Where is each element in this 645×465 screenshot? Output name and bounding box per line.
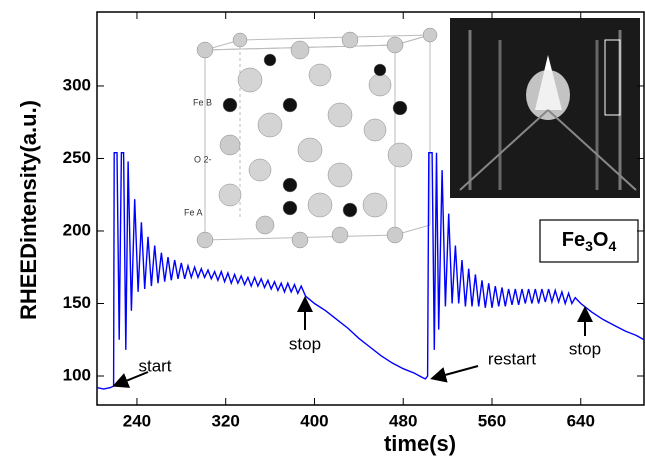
annotation: restart bbox=[488, 349, 536, 368]
formula: Fe3O4 bbox=[562, 229, 617, 253]
y-tick-label: 250 bbox=[63, 148, 91, 167]
inset-label: Fe A bbox=[184, 207, 203, 217]
y-tick-label: 200 bbox=[63, 220, 91, 239]
annotation: stop bbox=[289, 334, 321, 353]
x-tick-label: 560 bbox=[478, 411, 506, 430]
rheed-inset bbox=[450, 18, 640, 198]
annotation: start bbox=[138, 356, 171, 375]
y-tick-label: 300 bbox=[63, 75, 91, 94]
x-tick-label: 240 bbox=[123, 411, 151, 430]
inset-label: O 2- bbox=[194, 154, 212, 164]
crystal-atoms bbox=[196, 27, 438, 249]
annotation-arrow bbox=[430, 365, 479, 383]
annotation-arrow bbox=[112, 371, 149, 388]
inset-label: Fe B bbox=[193, 97, 212, 107]
y-tick-label: 100 bbox=[63, 365, 91, 384]
x-axis-label: time(s) bbox=[384, 431, 456, 456]
formula-box bbox=[539, 219, 639, 263]
annotation: stop bbox=[569, 339, 601, 358]
x-tick-label: 640 bbox=[567, 411, 595, 430]
y-tick-label: 150 bbox=[63, 293, 91, 312]
x-tick-label: 320 bbox=[212, 411, 240, 430]
data-line bbox=[96, 152, 645, 390]
x-tick-label: 480 bbox=[389, 411, 417, 430]
plot-frame bbox=[96, 11, 645, 406]
x-tick-label: 400 bbox=[300, 411, 328, 430]
y-axis-label: RHEEDintensity(a.u.) bbox=[16, 100, 41, 320]
